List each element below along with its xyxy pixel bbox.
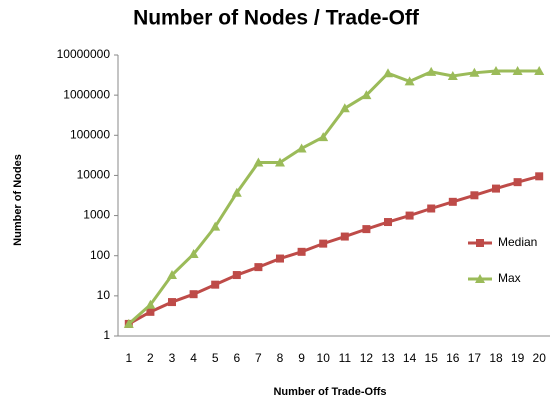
y-tick-label: 1 [103,328,110,342]
x-tick-label: 15 [425,351,439,365]
x-tick-label: 18 [489,351,503,365]
marker [253,157,264,167]
legend-marker [475,274,485,283]
x-tick-label: 20 [533,351,547,365]
x-tick-label: 4 [190,351,197,365]
marker [319,239,328,248]
x-tick-label: 14 [403,351,417,365]
y-axis-title: Number of Nodes [12,154,24,246]
marker [491,65,501,75]
x-tick-label: 10 [317,351,331,365]
marker [513,178,522,187]
marker [296,143,307,153]
marker [340,232,349,241]
x-tick-label: 9 [298,351,305,365]
series-line [127,69,540,326]
x-tick-label: 1 [125,351,132,365]
y-tick-label: 10000000 [57,47,111,61]
marker [188,249,199,259]
x-tick-label: 12 [360,351,374,365]
y-tick-label: 10000 [77,168,111,182]
x-tick-label: 6 [233,351,240,365]
marker [492,184,500,193]
marker [405,211,414,220]
marker [426,66,437,76]
marker [297,247,306,256]
marker [535,172,544,181]
marker [447,70,458,80]
x-tick-label: 5 [212,351,219,365]
legend-label: Median [498,235,537,249]
marker [384,218,392,227]
marker [512,65,523,75]
marker [123,318,134,328]
legend-label: Max [498,271,521,285]
x-tick-label: 17 [468,351,482,365]
marker [254,263,263,272]
legend-marker [476,239,484,247]
x-tick-label: 8 [277,351,284,365]
y-tick-label: 1000 [83,208,110,222]
chart-title: Number of Nodes / Trade-Off [133,7,420,30]
marker [469,67,480,77]
x-tick-label: 13 [381,351,395,365]
marker [361,90,372,100]
marker [362,225,371,234]
marker [276,254,284,263]
y-tick-label: 100 [90,248,110,262]
marker [231,187,242,197]
marker [211,280,220,289]
marker [404,76,415,86]
marker [168,298,176,307]
y-tick-label: 10 [97,288,111,302]
marker [427,204,436,213]
x-tick-label: 7 [255,351,262,365]
x-axis-title: Number of Trade-Offs [273,386,386,398]
x-tick-label: 16 [446,351,460,365]
marker [318,132,329,142]
marker [232,271,241,280]
y-tick-label: 100000 [70,127,110,141]
x-tick-label: 19 [511,351,525,365]
marker [189,290,198,299]
marker [448,197,457,206]
marker [470,191,479,200]
marker [339,103,350,113]
y-tick-label: 1000000 [63,87,110,101]
marker [145,299,156,309]
x-tick-label: 2 [147,351,154,365]
marker [383,68,393,78]
x-tick-label: 11 [339,351,352,365]
marker [534,65,545,75]
marker [167,270,177,280]
marker [210,221,221,231]
marker [146,307,155,316]
marker [275,157,285,167]
x-tick-label: 3 [169,351,176,365]
